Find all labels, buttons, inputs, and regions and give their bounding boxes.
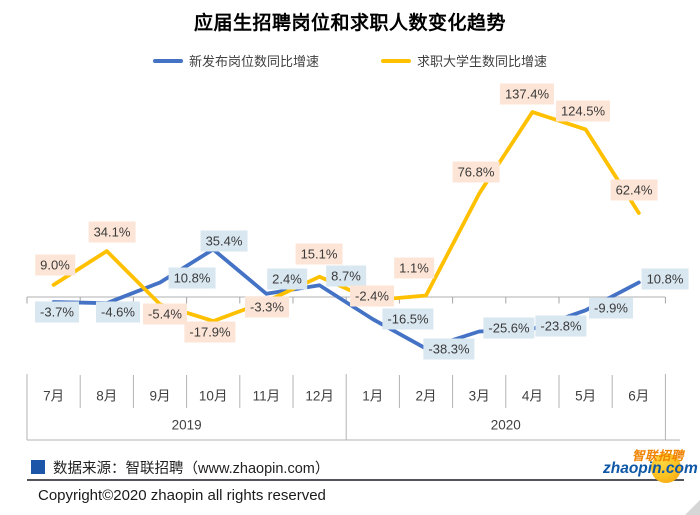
x-axis-month-label: 6月: [628, 388, 650, 404]
x-axis-year-label: 2019: [171, 417, 202, 433]
data-label-series0-8月: -4.6%: [96, 301, 140, 323]
data-label-series1-12月: 15.1%: [295, 243, 343, 265]
x-axis-month-label: 3月: [468, 388, 490, 404]
data-label-series1-7月: 9.0%: [35, 254, 75, 276]
x-axis-month-label: 8月: [96, 388, 118, 404]
x-axis-month-label: 9月: [149, 388, 171, 404]
x-axis-month-label: 7月: [43, 388, 65, 404]
logo-cn-text: 智联招聘: [632, 449, 685, 463]
data-label-series1-1月: -2.4%: [350, 285, 394, 307]
footer: 数据来源：智联招聘（www.zhaopin.com） Copyright©202…: [0, 440, 700, 515]
copyright-text: Copyright©2020 zhaopin all rights reserv…: [38, 487, 326, 504]
data-label-series0-1月: -16.5%: [382, 308, 434, 330]
data-label-series1-2月: 1.1%: [394, 257, 434, 279]
data-label-series0-7月: -3.7%: [35, 301, 79, 323]
data-label-series1-4月: 137.4%: [499, 83, 555, 105]
legend-item-new-positions: 新发布岗位数同比增速: [152, 51, 319, 70]
legend-item-job-seekers: 求职大学生数同比增速: [381, 51, 547, 70]
data-label-series0-11月: 2.4%: [267, 268, 307, 290]
x-axis-month-label: 2月: [415, 388, 437, 404]
data-label-series1-6月: 62.4%: [610, 179, 658, 201]
x-axis-month-label: 5月: [575, 388, 597, 404]
legend-label-job-seekers: 求职大学生数同比增速: [417, 54, 548, 69]
source-text: 数据来源：智联招聘（www.zhaopin.com）: [53, 461, 330, 477]
legend-line-swatch-blue-icon: [152, 58, 183, 63]
logo-circle-icon: [651, 453, 681, 483]
data-label-series0-10月: 35.4%: [200, 230, 248, 252]
x-axis-month-label: 11月: [252, 388, 281, 404]
x-axis-month-label: 12月: [305, 388, 334, 404]
data-label-series0-3月: -25.6%: [483, 317, 535, 339]
data-label-series0-4月: -23.8%: [535, 315, 587, 337]
x-axis-month-label: 10月: [198, 388, 228, 404]
data-label-series0-9月: 10.8%: [168, 267, 216, 289]
divider-rule: [27, 479, 684, 481]
data-label-series1-11月: -3.3%: [245, 296, 289, 318]
legend-line-swatch-yellow-icon: [381, 58, 411, 63]
corner-watermark-icon: [685, 500, 700, 515]
data-label-series0-12月: 8.7%: [326, 265, 366, 287]
legend: 新发布岗位数同比增速 求职大学生数同比增速: [0, 51, 700, 70]
logo-domain-text: zhaopin.com: [603, 460, 698, 477]
data-label-series0-2月: -38.3%: [423, 338, 475, 360]
data-label-series0-6月: 10.8%: [641, 268, 689, 290]
data-label-series0-5月: -9.9%: [589, 297, 633, 319]
source-bullet-icon: [31, 460, 45, 474]
series-line-1: [51, 110, 641, 324]
legend-label-new-positions: 新发布岗位数同比增速: [188, 54, 319, 69]
chart-title: 应届生招聘岗位和求职人数变化趋势: [193, 13, 506, 34]
data-label-series1-8月: 34.1%: [88, 221, 136, 243]
data-label-series1-10月: -17.9%: [184, 321, 236, 343]
x-axis-month-label: 1月: [362, 388, 384, 404]
zhaopin-logo: 智联招聘 zhaopin.com: [603, 443, 700, 483]
data-label-series1-5月: 124.5%: [555, 100, 611, 122]
x-axis-year-label: 2020: [490, 417, 521, 433]
data-label-series1-3月: 76.8%: [452, 161, 500, 183]
x-axis-month-label: 4月: [521, 388, 543, 404]
data-label-series1-9月: -5.4%: [143, 303, 187, 325]
